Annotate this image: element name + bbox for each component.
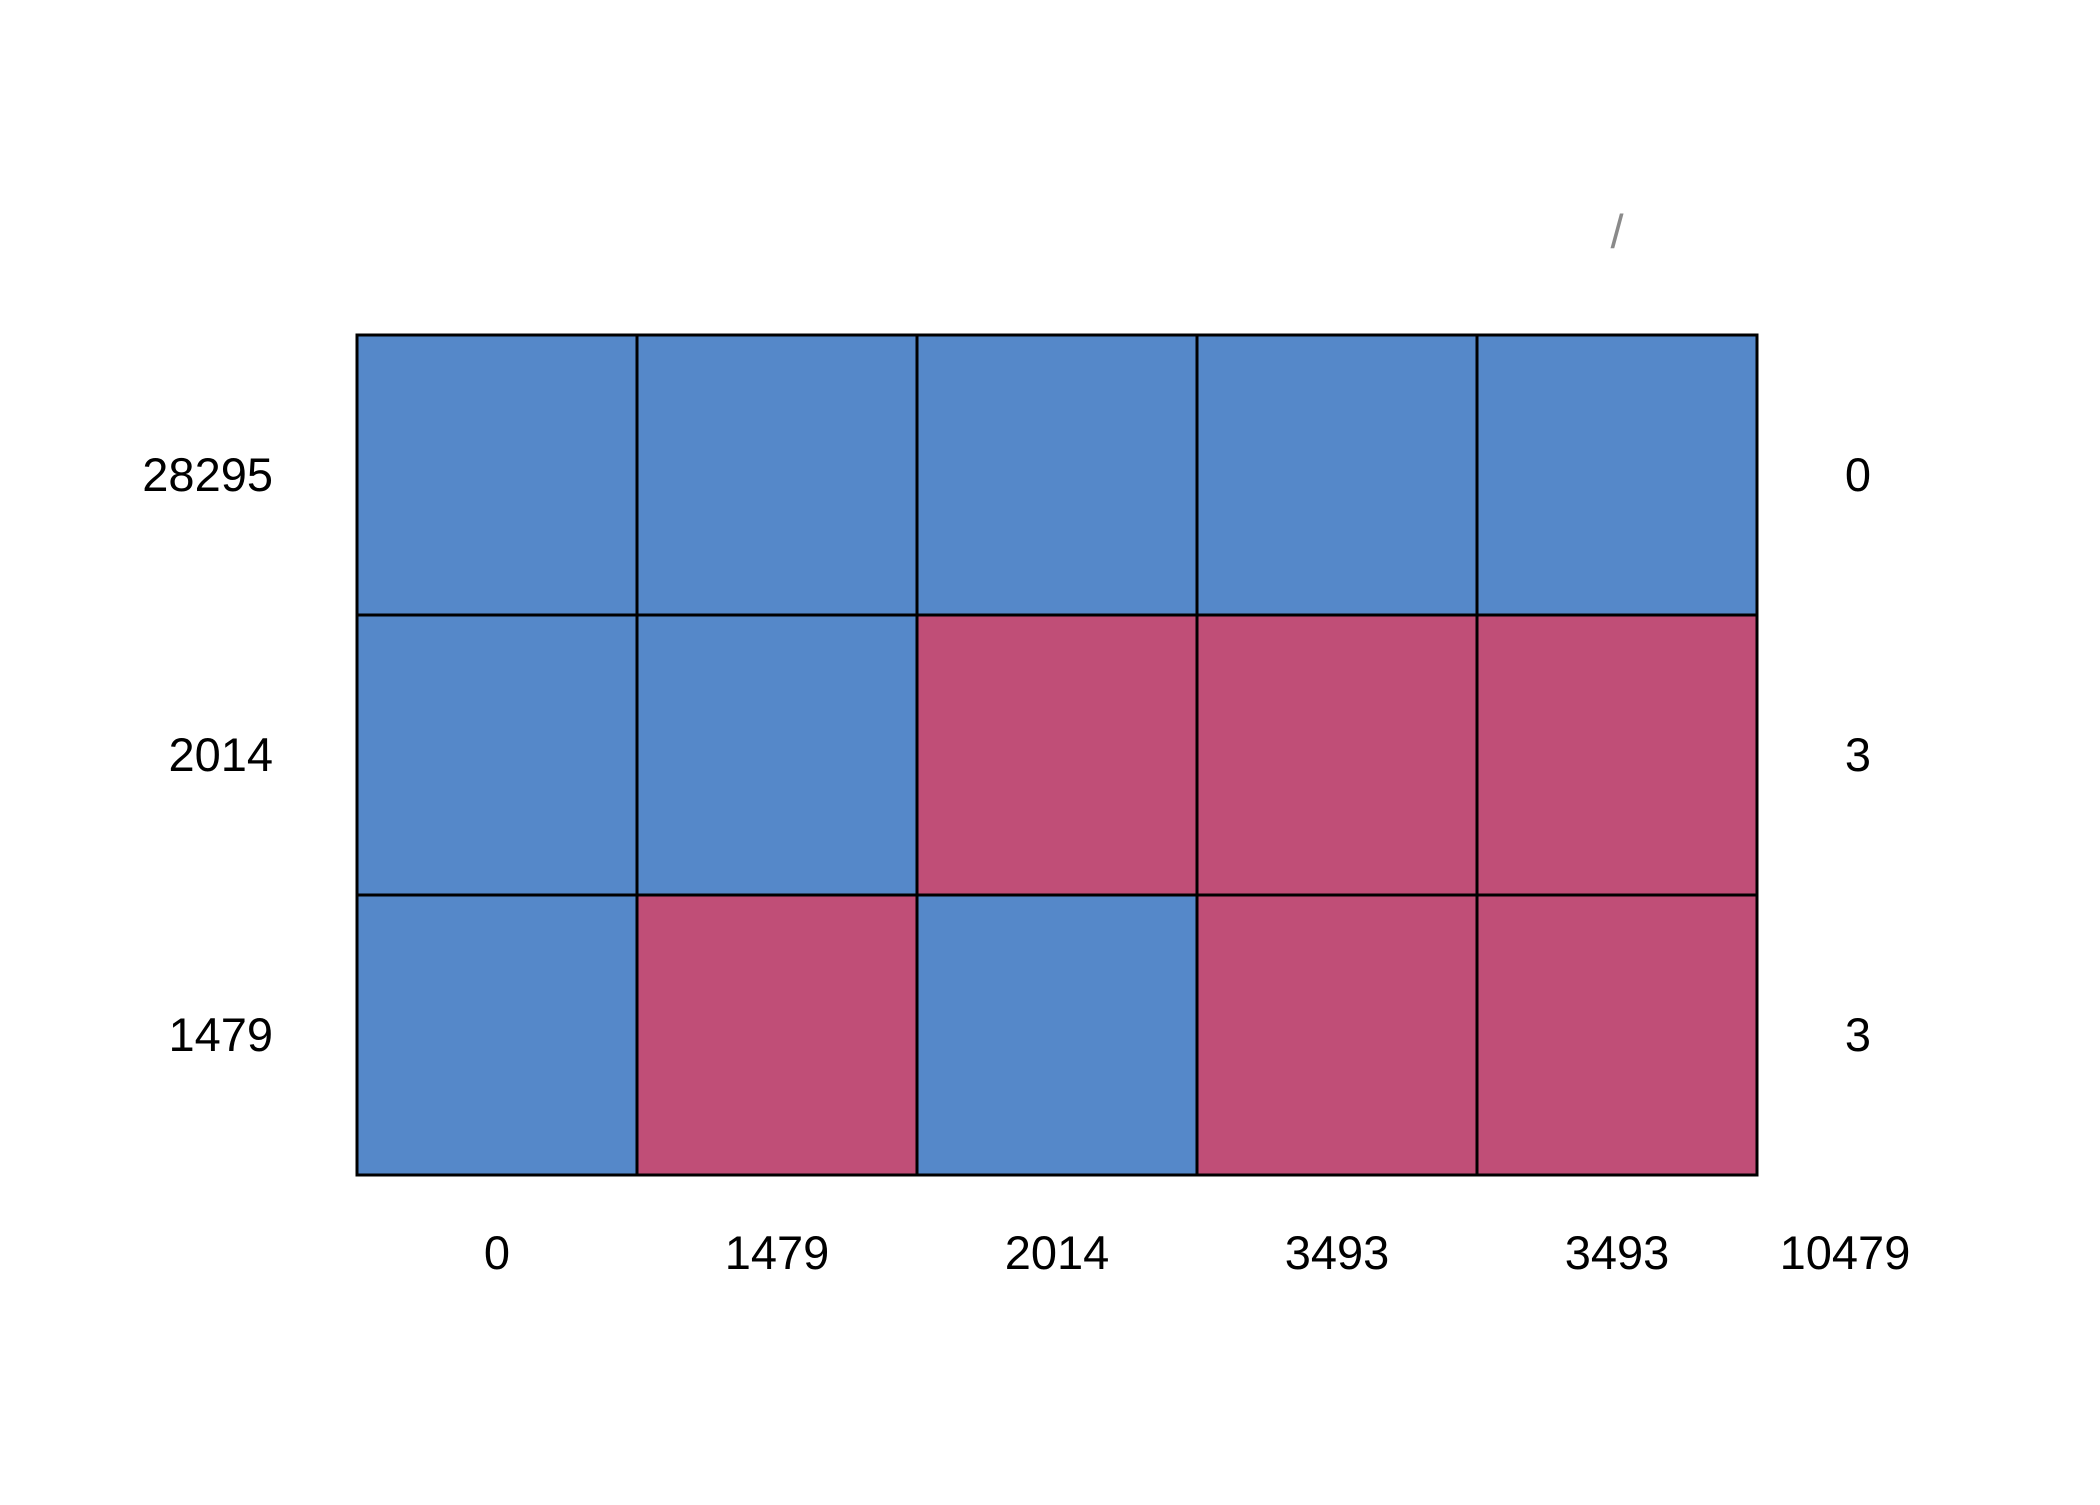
- row-total-label: 0: [1845, 448, 1871, 501]
- heatmap-cell-r2-c3: [1195, 893, 1479, 1177]
- row-label: 1479: [168, 1008, 273, 1061]
- row-label: 2014: [168, 728, 273, 781]
- row-total-label: 3: [1845, 728, 1871, 781]
- column-total-label: 3493: [1565, 1226, 1670, 1279]
- heatmap-cell-r0-c2: [915, 333, 1199, 617]
- row-label: 28295: [142, 448, 273, 501]
- column-total-label: 10479: [1780, 1226, 1911, 1279]
- heatmap-cell-r2-c2: [915, 893, 1199, 1177]
- column-header-label: /: [1610, 205, 1624, 258]
- heatmap-cell-r1-c1: [635, 613, 919, 897]
- column-total-label: 1479: [725, 1226, 830, 1279]
- column-total-label: 0: [484, 1226, 510, 1279]
- heatmap-cell-r0-c1: [635, 333, 919, 617]
- row-total-label: 3: [1845, 1008, 1871, 1061]
- heatmap-cell-r2-c4: [1475, 893, 1759, 1177]
- heatmap-cell-r0-c0: [355, 333, 639, 617]
- heatmap-cell-r1-c4: [1475, 613, 1759, 897]
- heatmap-cell-r1-c0: [355, 613, 639, 897]
- column-total-label: 3493: [1285, 1226, 1390, 1279]
- heatmap-cell-r1-c3: [1195, 613, 1479, 897]
- heatmap-cell-r1-c2: [915, 613, 1199, 897]
- heatmap-cell-r0-c3: [1195, 333, 1479, 617]
- column-total-label: 2014: [1005, 1226, 1110, 1279]
- heatmap-cell-r2-c0: [355, 893, 639, 1177]
- heatmap-cell-r0-c4: [1475, 333, 1759, 617]
- heatmap-cell-r2-c1: [635, 893, 919, 1177]
